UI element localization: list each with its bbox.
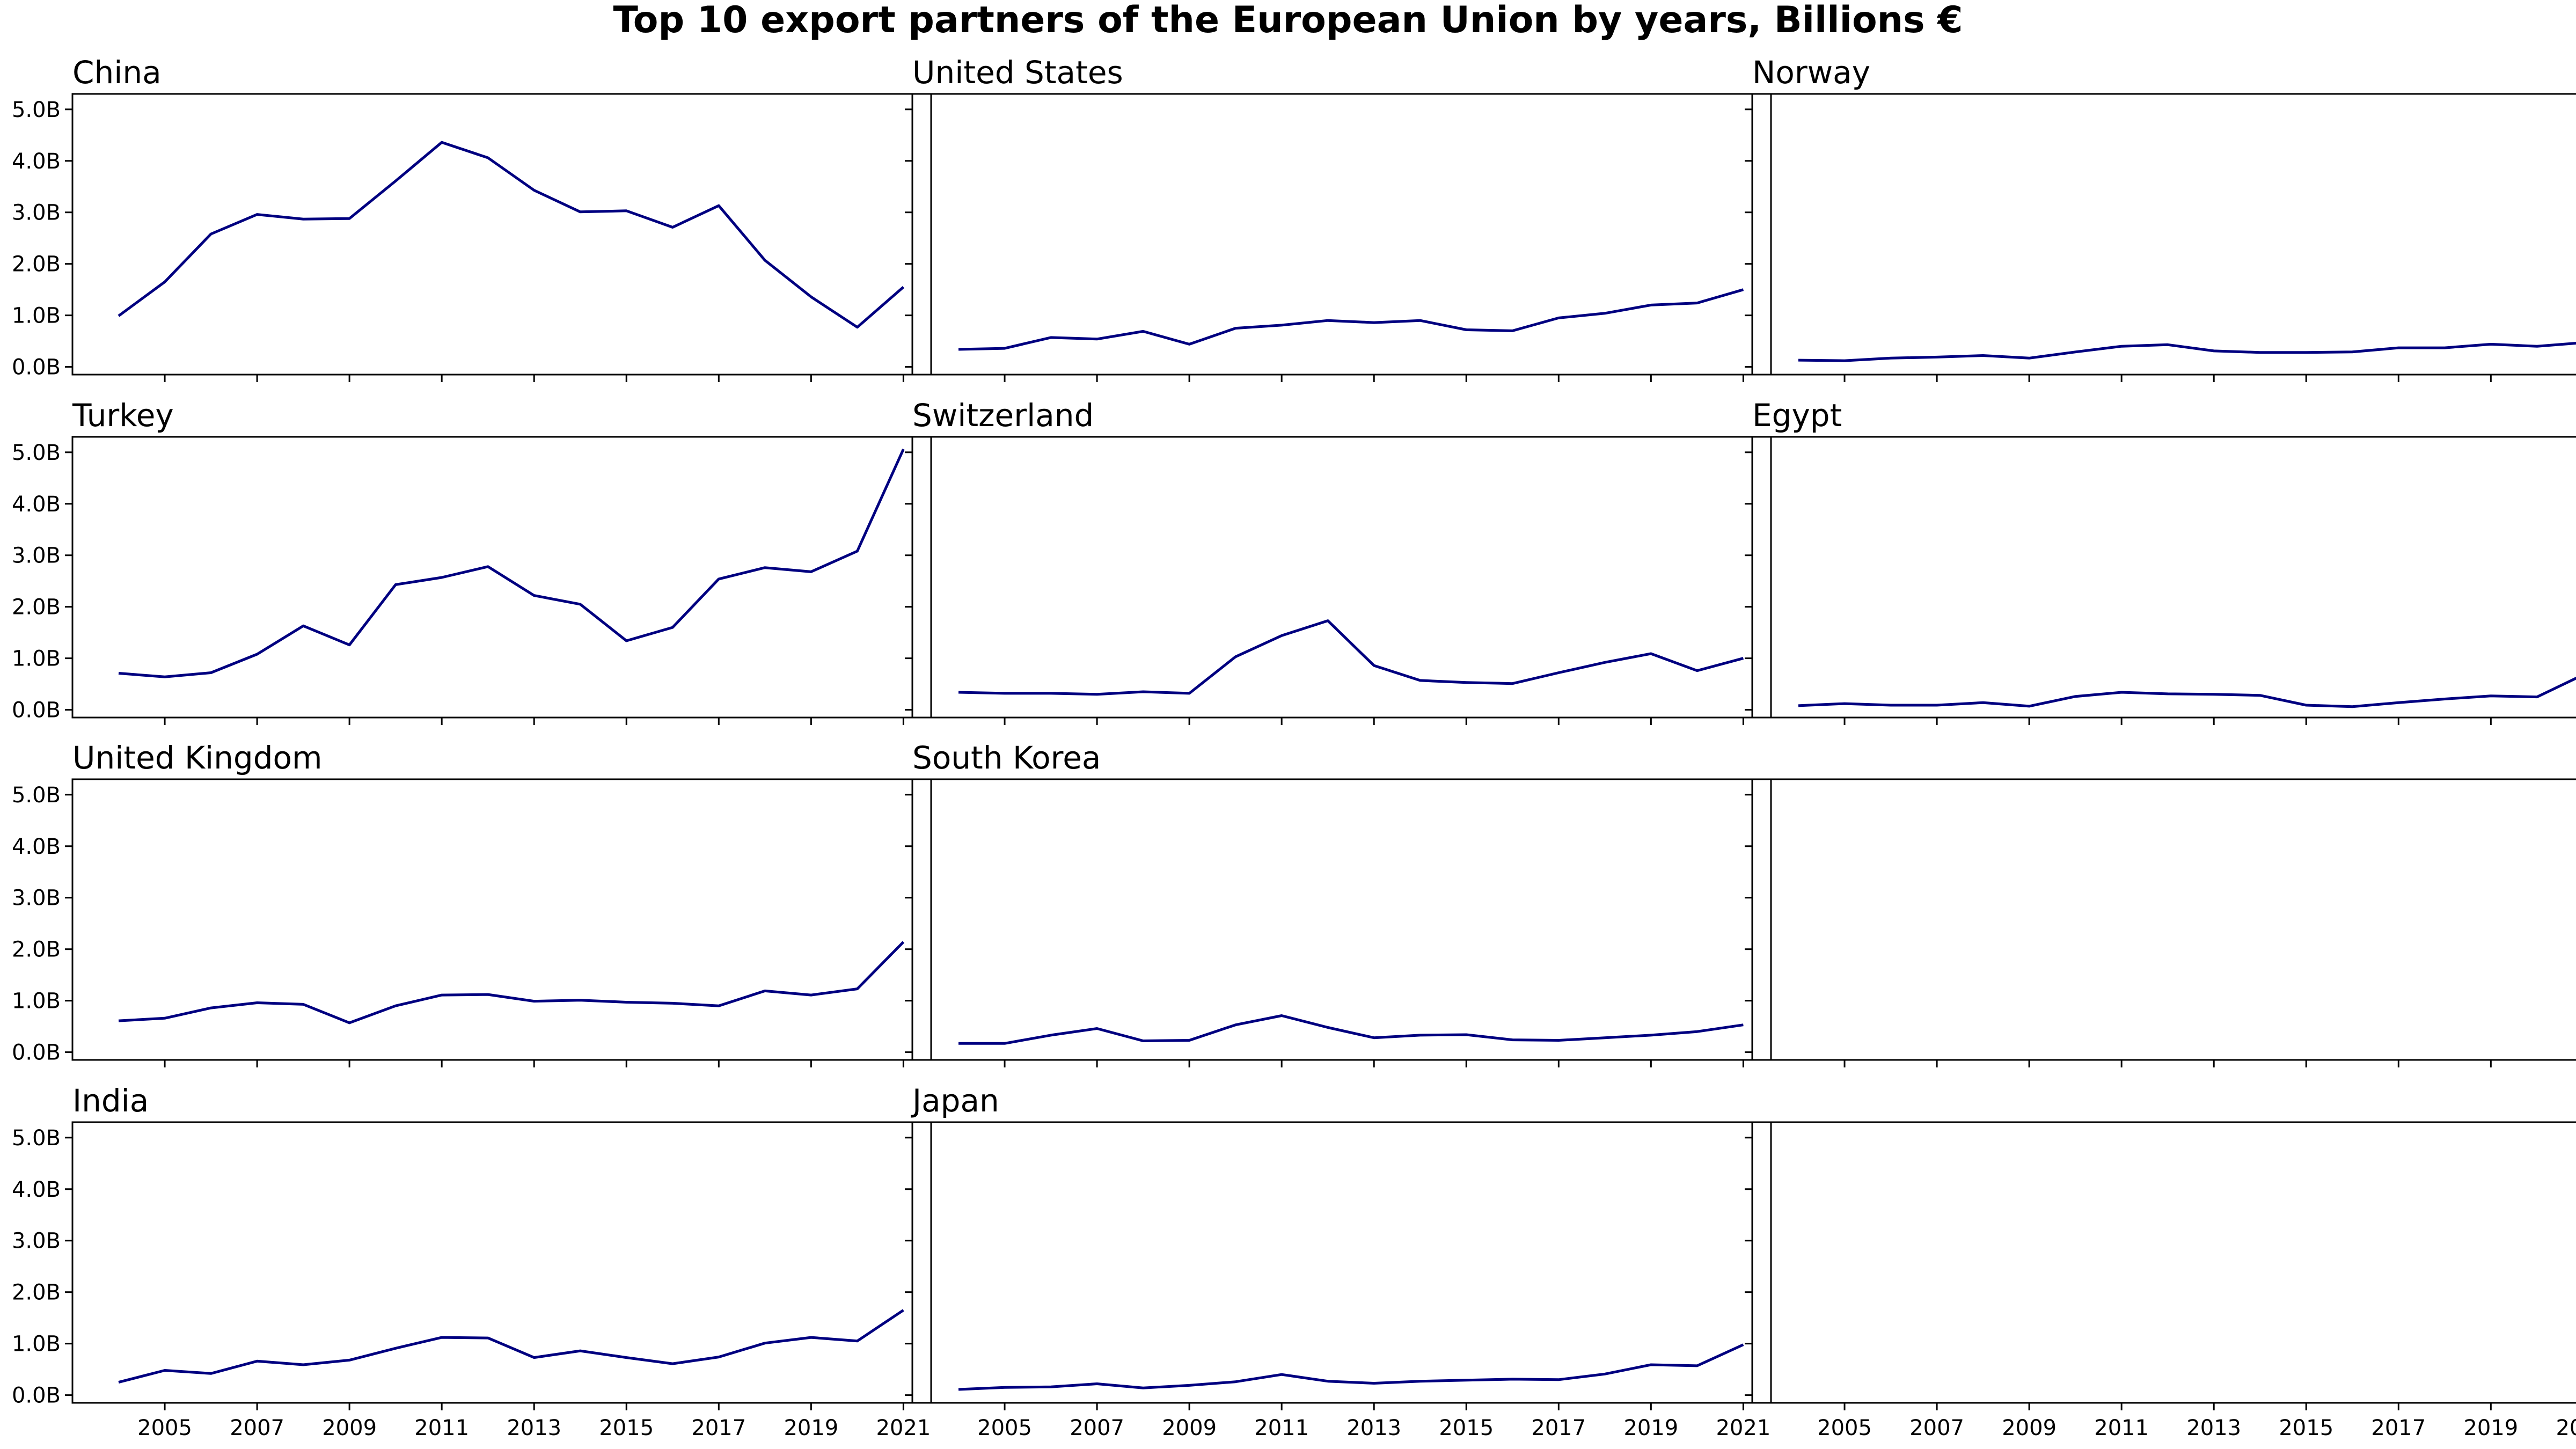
x-tick-label: 2013 <box>507 1416 561 1440</box>
y-tick-label: 5.0B <box>12 441 61 465</box>
y-tick-label: 1.0B <box>12 989 61 1014</box>
series-line-switzerland <box>958 619 1744 696</box>
x-tick-label: 2009 <box>322 1416 377 1440</box>
y-tick-label: 0.0B <box>12 355 61 380</box>
y-tick-label: 0.0B <box>12 1384 61 1408</box>
y-tick-label: 4.0B <box>12 1177 61 1202</box>
panel-empty-11: 2005 2007 2009 2011 2013 2015 2017 2019 2021 <box>1745 1121 2576 1440</box>
plot-frame <box>71 1121 932 1404</box>
x-tick-label: 2017 <box>691 1416 746 1440</box>
plot-frame <box>1751 436 2576 719</box>
plot-frame <box>911 1121 1772 1404</box>
x-tick-label: 2007 <box>1070 1416 1124 1440</box>
x-tick-label: 2013 <box>1346 1416 1401 1440</box>
y-tick-label: 3.0B <box>12 886 61 911</box>
series-line-norway <box>1798 342 2576 362</box>
x-tick-label: 2011 <box>414 1416 469 1440</box>
panel-title: Norway <box>1752 54 1870 91</box>
panel-norway: Norway <box>1745 54 2576 382</box>
x-tick-label: 2021 <box>2556 1416 2576 1440</box>
y-tick-label: 4.0B <box>12 835 61 859</box>
x-tick-label: 2017 <box>1531 1416 1586 1440</box>
panel-title: United Kingdom <box>72 740 323 776</box>
plot-frame <box>71 436 932 719</box>
panel-india: India 0.0B 1.0B 2.0B 3.0B 4.0B 5.0B 2005 2007 200… <box>12 1082 932 1440</box>
series-line-united-kingdom <box>118 941 905 1024</box>
y-tick-label: 3.0B <box>12 1229 61 1254</box>
x-tick-label: 2009 <box>1162 1416 1217 1440</box>
panels-group: China 0.0B 1.0B 2.0B 3.0B 4.0B 5.0B United Stat… <box>12 54 2576 1440</box>
x-tick-label: 2015 <box>2279 1416 2333 1440</box>
panel-title: Switzerland <box>912 397 1094 434</box>
series-line-turkey <box>118 448 905 678</box>
y-tick-label: 0.0B <box>12 698 61 723</box>
panel-title: Japan <box>911 1082 999 1119</box>
series-line-india <box>118 1309 904 1384</box>
x-tick-label: 2005 <box>137 1416 192 1440</box>
y-tick-label: 2.0B <box>12 595 61 620</box>
x-tick-label: 2009 <box>2002 1416 2057 1440</box>
panel-china: China 0.0B 1.0B 2.0B 3.0B 4.0B 5.0B <box>12 54 932 382</box>
y-tick-label: 1.0B <box>12 647 61 671</box>
panel-egypt: Egypt <box>1745 397 2576 725</box>
plot-frame <box>1751 778 2576 1061</box>
panel-switzerland: Switzerland <box>905 397 1772 725</box>
y-tick-label: 1.0B <box>12 304 61 328</box>
y-tick-label: 2.0B <box>12 938 61 962</box>
y-tick-label: 5.0B <box>12 783 61 808</box>
plot-frame <box>71 778 932 1061</box>
y-tick-label: 3.0B <box>12 544 61 568</box>
panel-turkey: Turkey 0.0B 1.0B 2.0B 3.0B 4.0B 5.0B <box>12 397 932 725</box>
panel-united-kingdom: United Kingdom 0.0B 1.0B 2.0B 3.0B 4.0B 5.0B <box>12 740 932 1067</box>
y-tick-label: 5.0B <box>12 98 61 122</box>
plot-frame <box>911 778 1772 1061</box>
panel-title: India <box>72 1082 149 1119</box>
y-tick-label: 5.0B <box>12 1126 61 1151</box>
panel-united-states: United States <box>905 54 1772 382</box>
x-tick-label: 2005 <box>1817 1416 1872 1440</box>
x-tick-label: 2017 <box>2371 1416 2426 1440</box>
series-line-japan <box>958 1343 1744 1391</box>
x-tick-label: 2007 <box>230 1416 284 1440</box>
x-tick-label: 2019 <box>2463 1416 2518 1440</box>
y-tick-label: 4.0B <box>12 492 61 517</box>
plot-frame <box>911 93 1772 376</box>
x-tick-label: 2013 <box>2186 1416 2241 1440</box>
x-tick-label: 2021 <box>876 1416 931 1440</box>
x-tick-label: 2005 <box>977 1416 1032 1440</box>
y-tick-label: 2.0B <box>12 252 61 277</box>
panel-title: China <box>72 54 162 91</box>
x-tick-label: 2011 <box>1254 1416 1309 1440</box>
x-tick-label: 2015 <box>1439 1416 1494 1440</box>
y-tick-label: 3.0B <box>12 201 61 225</box>
panel-south-korea: South Korea <box>905 740 1772 1067</box>
x-tick-label: 2019 <box>784 1416 838 1440</box>
plot-frame <box>71 93 932 376</box>
series-line-china <box>118 141 905 329</box>
series-line-united-states <box>958 288 1744 351</box>
series-line-south-korea <box>958 1014 1744 1045</box>
panel-title: United States <box>912 54 1123 91</box>
x-tick-label: 2021 <box>1716 1416 1770 1440</box>
x-tick-label: 2015 <box>599 1416 654 1440</box>
panel-empty-8 <box>1745 778 2576 1067</box>
panel-title: Egypt <box>1752 397 1842 434</box>
plot-frame <box>1751 93 2576 376</box>
y-tick-label: 4.0B <box>12 149 61 174</box>
series-line-egypt <box>1798 677 2576 708</box>
panel-title: South Korea <box>912 740 1101 776</box>
y-tick-label: 2.0B <box>12 1280 61 1305</box>
panel-japan: Japan 2005 2007 2009 2011 2013 2015 2017 2019 202… <box>905 1082 1772 1440</box>
y-tick-label: 0.0B <box>12 1041 61 1065</box>
x-tick-label: 2011 <box>2094 1416 2149 1440</box>
x-tick-label: 2019 <box>1623 1416 1678 1440</box>
y-tick-label: 1.0B <box>12 1332 61 1357</box>
plot-frame <box>911 436 1772 719</box>
chart-title: Top 10 export partners of the European U… <box>613 0 1963 41</box>
x-tick-label: 2007 <box>1909 1416 1964 1440</box>
panel-title: Turkey <box>72 397 174 434</box>
plot-frame <box>1751 1121 2576 1404</box>
